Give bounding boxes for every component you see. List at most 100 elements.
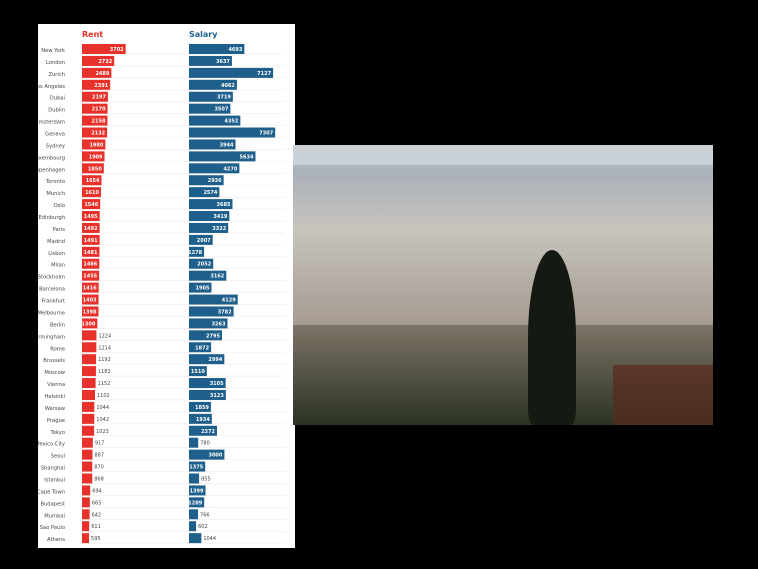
- rent-value-label: 694: [92, 488, 102, 494]
- category-label: Seoul: [51, 454, 65, 460]
- salary-value-label: 1859: [195, 405, 209, 411]
- rent-value-label: 1654: [86, 178, 100, 184]
- rent-value-label: 2732: [98, 59, 112, 65]
- category-label: Dublin: [48, 108, 65, 114]
- salary-value-label: 3263: [212, 321, 226, 327]
- rent-value-label: 1403: [83, 298, 97, 304]
- salary-bar: [189, 378, 226, 389]
- salary-bar: [189, 199, 233, 210]
- salary-value-label: 2007: [197, 238, 211, 244]
- salary-bar: [189, 413, 212, 424]
- salary-value-label: 1399: [190, 488, 204, 494]
- salary-bar: [189, 222, 229, 233]
- salary-value-label: 3944: [220, 142, 234, 148]
- rent-bar: [82, 282, 99, 293]
- rent-value-label: 2391: [94, 83, 108, 89]
- rent-bar: [82, 115, 108, 126]
- rent-bar: [82, 44, 126, 54]
- salary-bar: [189, 127, 276, 138]
- category-label: Sao Paulo: [40, 525, 65, 531]
- rent-value-label: 1495: [84, 214, 98, 220]
- salary-bar: [189, 425, 217, 436]
- rent-bar: [82, 139, 106, 150]
- salary-bar: [189, 473, 200, 484]
- rent-bar: [82, 211, 100, 222]
- rent-value-label: 1455: [83, 274, 97, 280]
- rent-bar: [82, 187, 101, 198]
- rent-value-label: 3702: [110, 47, 124, 53]
- cypress-tree: [528, 250, 576, 425]
- category-label: New York: [41, 48, 65, 54]
- salary-bar: [189, 115, 241, 126]
- category-label: Moscow: [44, 370, 65, 376]
- salary-bar: [189, 79, 237, 90]
- category-label: Berlin: [50, 322, 65, 328]
- salary-bar: [189, 55, 232, 66]
- category-label: Brussels: [43, 358, 65, 364]
- salary-value-label: 1510: [191, 369, 205, 375]
- rent-value-label: 1042: [96, 417, 109, 423]
- salary-bar: [189, 103, 231, 114]
- salary-bar: [189, 497, 205, 508]
- salary-value-label: 4352: [224, 119, 238, 125]
- rent-bar: [82, 270, 100, 281]
- rent-value-label: 1023: [96, 429, 109, 435]
- salary-value-label: 3105: [210, 381, 224, 387]
- salary-value-label: 766: [200, 512, 210, 518]
- salary-value-label: 3322: [212, 226, 226, 232]
- rent-value-label: 1102: [97, 393, 110, 399]
- category-label: Amsterdam: [38, 120, 65, 126]
- rent-value-label: 917: [95, 441, 105, 447]
- category-label: Milan: [51, 263, 65, 269]
- salary-bar: [189, 187, 220, 198]
- rent-bar: [82, 246, 100, 257]
- category-label: Toronto: [45, 179, 65, 185]
- rent-value-label: 1481: [84, 250, 98, 256]
- rent-bar: [82, 425, 95, 436]
- salary-value-label: 1044: [203, 536, 216, 542]
- rent-bar: [82, 461, 93, 472]
- salary-bar: [189, 449, 225, 460]
- rent-bar: [82, 497, 90, 508]
- category-label: Prague: [47, 418, 65, 424]
- category-label: Frankfurt: [42, 299, 66, 305]
- salary-bar: [189, 437, 199, 448]
- salary-bar: [189, 509, 199, 520]
- salary-value-label: 3685: [217, 202, 231, 208]
- category-label: Warsaw: [45, 406, 66, 412]
- category-label: Copenhagen: [38, 167, 65, 173]
- rent-bar: [82, 485, 91, 496]
- salary-bar: [189, 139, 236, 150]
- rent-value-label: 1398: [83, 309, 97, 315]
- salary-bar: [189, 342, 212, 353]
- salary-value-label: 1375: [189, 465, 203, 471]
- rent-bar: [82, 163, 104, 174]
- rent-value-label: 1546: [84, 202, 98, 208]
- rent-bar: [82, 389, 96, 400]
- rent-bar: [82, 378, 96, 389]
- category-label: Oslo: [54, 203, 65, 209]
- rent-bar: [82, 449, 93, 460]
- rent-bar: [82, 294, 99, 305]
- rent-bar: [82, 79, 111, 90]
- category-label: Geneva: [45, 132, 65, 138]
- salary-value-label: 3000: [208, 453, 222, 459]
- salary-value-label: 4129: [222, 298, 236, 304]
- rent-value-label: 1224: [98, 333, 111, 339]
- rent-bar: [82, 401, 95, 412]
- salary-bar: [189, 246, 205, 257]
- rent-value-label: 1182: [98, 369, 111, 375]
- rent-bar: [82, 330, 97, 341]
- category-label: Rome: [50, 346, 65, 352]
- salary-bar: [189, 91, 233, 102]
- rent-value-label: 1850: [88, 166, 102, 172]
- salary-bar: [189, 294, 238, 305]
- sky: [293, 145, 713, 165]
- salary-bar: [189, 485, 206, 496]
- salary-value-label: 780: [200, 441, 210, 447]
- rent-value-label: 1610: [85, 190, 99, 196]
- rent-bar: [82, 151, 105, 162]
- rent-bar: [82, 222, 100, 233]
- salary-bar: [189, 461, 206, 472]
- salary-value-label: 1278: [188, 250, 202, 256]
